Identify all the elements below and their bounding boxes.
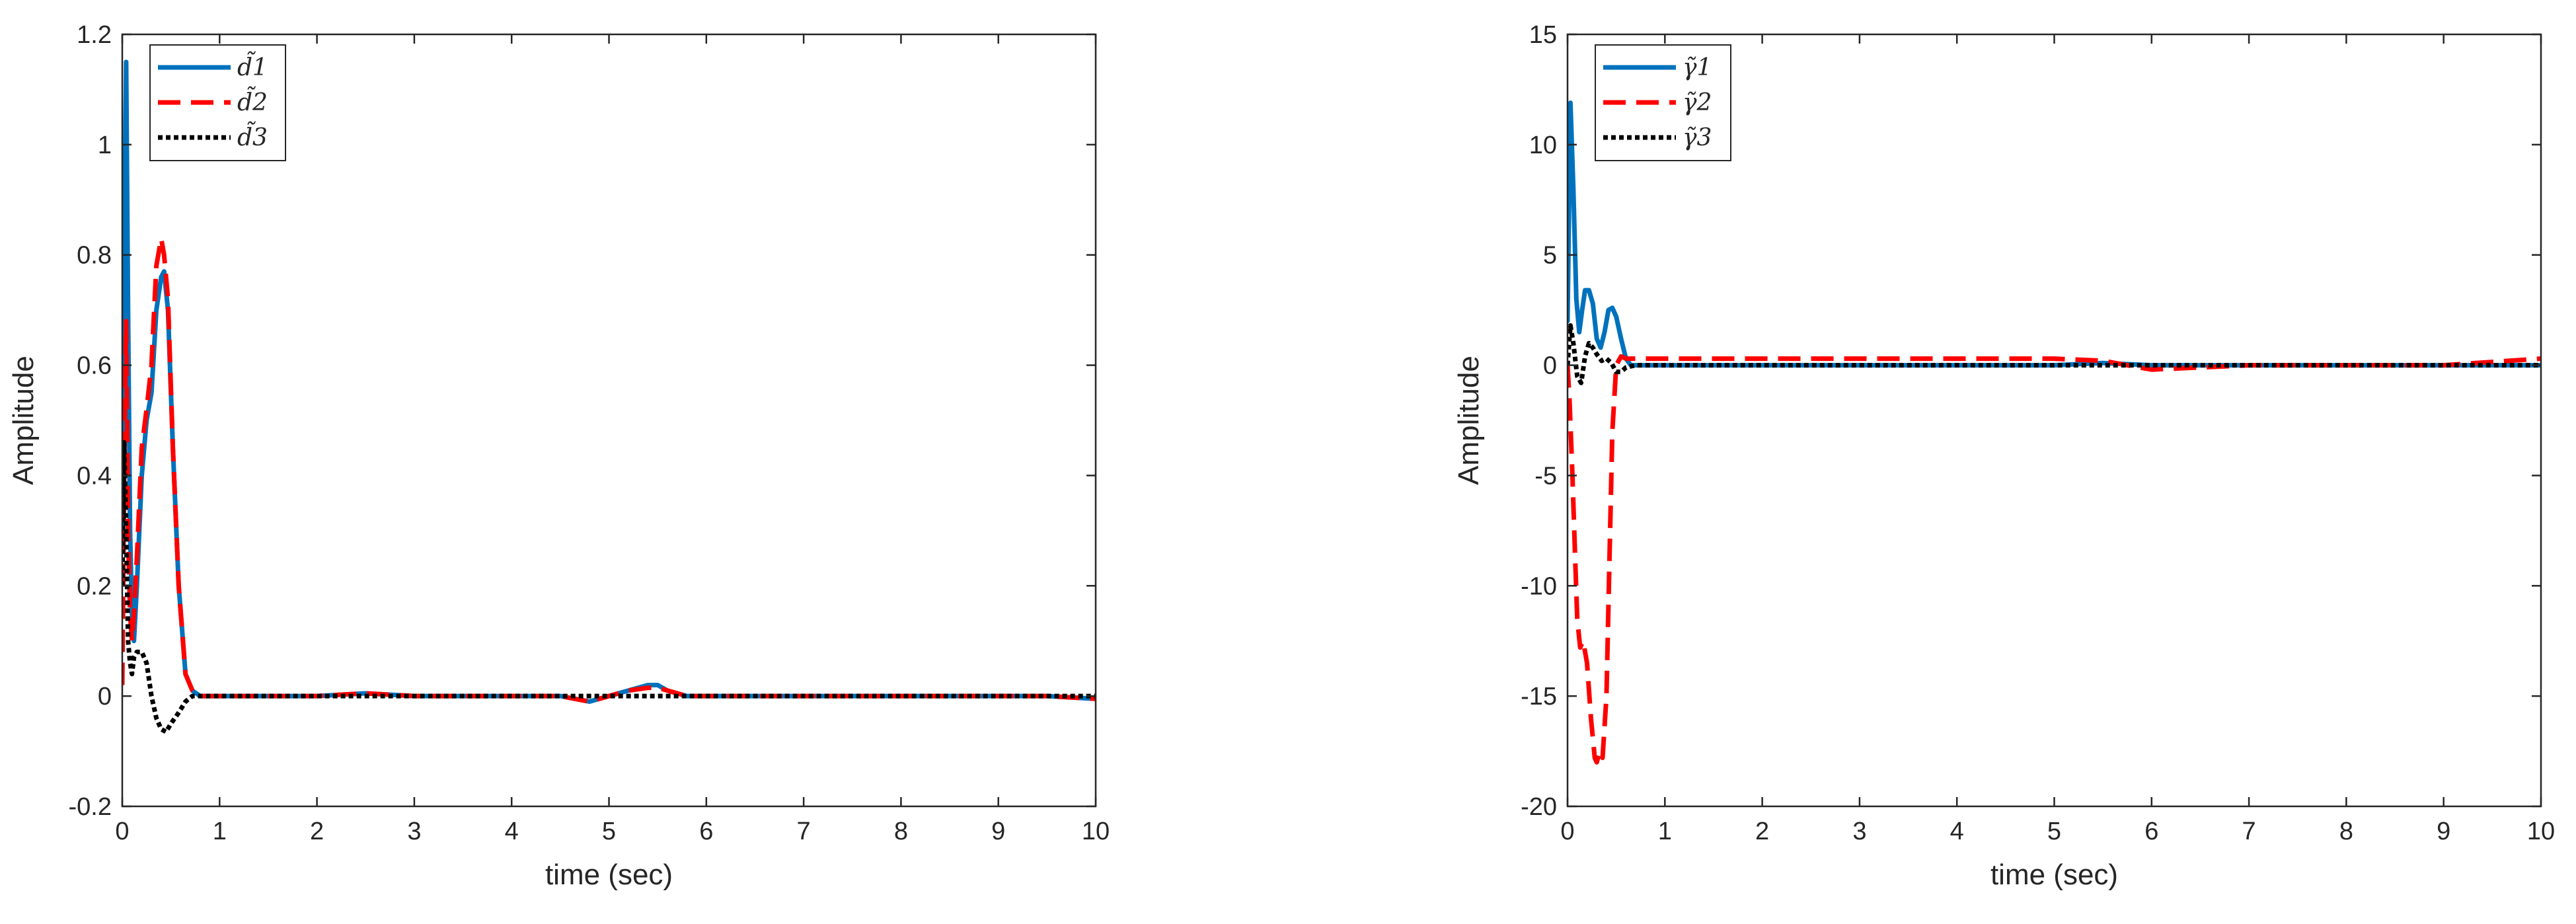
x-tick-label: 10 [1082, 818, 1110, 845]
x-tick-label: 2 [310, 818, 324, 845]
x-tick-label: 7 [797, 818, 811, 845]
y-axis-label: Amplitude [1453, 356, 1485, 485]
y-tick-label: 1.2 [77, 21, 112, 49]
x-tick-label: 2 [1755, 818, 1769, 845]
x-tick-label: 7 [2242, 818, 2256, 845]
y-tick-label: 0.6 [77, 352, 112, 380]
legend: γ̃1 γ̃2 γ̃3 [1595, 44, 1731, 161]
x-tick-label: 1 [213, 818, 227, 845]
x-tick-label: 5 [602, 818, 616, 845]
x-tick-label: 9 [991, 818, 1005, 845]
y-tick-label: 0 [98, 683, 112, 711]
plot-area [1568, 34, 2541, 806]
y-axis-label: Amplitude [7, 356, 40, 485]
x-tick-label: 0 [115, 818, 129, 845]
y-tick-label: 0.4 [77, 462, 112, 490]
x-tick-label: 6 [2144, 818, 2158, 845]
series-line-2 [1568, 354, 2541, 765]
x-tick-label: 8 [2339, 818, 2353, 845]
y-tick-label: 0 [1543, 352, 1557, 380]
y-tick-label: 10 [1529, 132, 1557, 159]
x-tick-label: 4 [505, 818, 519, 845]
x-tick-label: 9 [2437, 818, 2450, 845]
y-tick-label: 0.8 [77, 242, 112, 270]
y-tick-label: 0.2 [77, 572, 112, 600]
series-group [122, 59, 1096, 734]
x-tick-label: 10 [2527, 818, 2555, 845]
legend-label-2: γ̃2 [1683, 89, 1712, 116]
legend: d̃1 d̃2 d̃3 [149, 44, 286, 161]
series-line-3 [1568, 323, 2541, 385]
y-tick-label: 1 [98, 132, 112, 159]
legend-label-1: d̃1 [237, 52, 268, 81]
y-tick-label: -5 [1534, 462, 1557, 490]
right-chart: 0 1 2 3 4 5 6 7 8 9 10 -20 -15 -10 -5 0 5 10 15 time (sec) A… [1453, 21, 2555, 891]
x-axis-label: time (sec) [1990, 859, 2118, 891]
legend-label-3: d̃3 [237, 122, 268, 151]
y-tick-label: -0.2 [69, 793, 112, 821]
legend-label-2: d̃2 [237, 87, 268, 116]
plot-area [122, 34, 1096, 806]
y-tick-label: -20 [1521, 793, 1557, 821]
x-tick-label: 4 [1950, 818, 1964, 845]
y-tick-label: -15 [1521, 683, 1557, 711]
y-tick-label: 15 [1529, 21, 1557, 49]
x-tick-label: 8 [894, 818, 908, 845]
x-tick-label: 6 [699, 818, 713, 845]
x-tick-label: 3 [407, 818, 421, 845]
series-line-1 [1568, 100, 2541, 368]
x-tick-label: 0 [1560, 818, 1574, 845]
legend-label-1: γ̃1 [1683, 54, 1712, 81]
x-tick-label: 1 [1658, 818, 1672, 845]
y-tick-label: 5 [1543, 242, 1557, 270]
x-tick-label: 3 [1852, 818, 1866, 845]
x-tick-label: 5 [2047, 818, 2061, 845]
y-tick-label: -10 [1521, 572, 1557, 600]
x-axis-label: time (sec) [545, 859, 673, 891]
legend-label-3: γ̃3 [1683, 124, 1712, 151]
series-line-3 [122, 440, 1096, 734]
series-group [1568, 100, 2541, 765]
